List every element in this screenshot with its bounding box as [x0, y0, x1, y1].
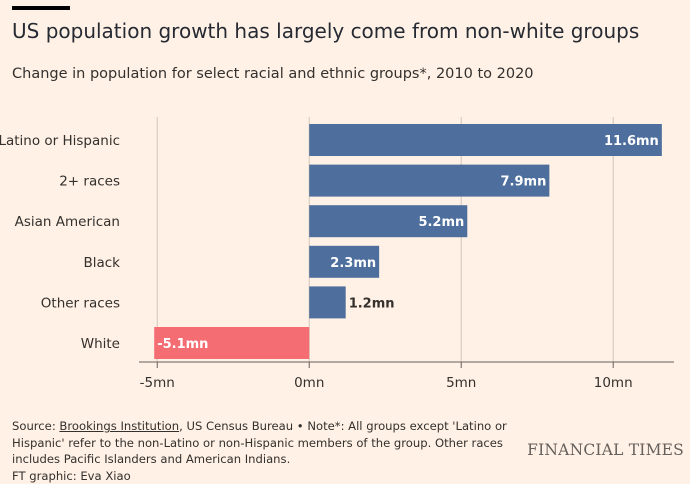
- data-label: 2.3mn: [330, 256, 376, 271]
- chart-subtitle: Change in population for select racial a…: [12, 66, 534, 82]
- category-label: Other races: [41, 295, 120, 311]
- category-label: White: [81, 336, 120, 352]
- data-label: -5.1mn: [157, 337, 208, 352]
- bar: [154, 327, 310, 359]
- top-rule: [12, 6, 70, 10]
- data-label: 5.2mn: [418, 215, 464, 230]
- source-note: , US Census Bureau • Note*: All groups e…: [12, 419, 507, 466]
- bar: [309, 164, 550, 197]
- category-label: Latino or Hispanic: [0, 133, 120, 149]
- x-tick-label: 10mn: [594, 375, 633, 391]
- chart-title: US population growth has largely come fr…: [12, 19, 640, 43]
- category-label: Asian American: [15, 214, 120, 230]
- ft-logo-text: FINANCIAL TIMES: [527, 441, 684, 459]
- x-tick-label: 0mn: [294, 375, 324, 391]
- x-tick-label: 5mn: [446, 375, 476, 391]
- source-link[interactable]: Brookings Institution: [59, 419, 180, 433]
- bar: [309, 286, 346, 319]
- data-label: 11.6mn: [604, 134, 659, 149]
- footer-notes: Source: Brookings Institution, US Census…: [12, 418, 552, 484]
- bar: [309, 245, 380, 278]
- data-label: 7.9mn: [501, 175, 547, 190]
- data-label: 1.2mn: [349, 296, 395, 311]
- category-label: 2+ races: [59, 174, 120, 190]
- bar: [309, 205, 468, 238]
- bar: [309, 124, 662, 156]
- source-prefix: Source:: [12, 419, 60, 433]
- bar-chart: -5mn 0mn 5mn 10mn Latino or Hispanic 11.6mn 2+…: [0, 117, 674, 391]
- graphic-credit: FT graphic: Eva Xiao: [12, 468, 131, 483]
- category-label: Black: [83, 255, 120, 271]
- x-tick-label: -5mn: [140, 375, 175, 391]
